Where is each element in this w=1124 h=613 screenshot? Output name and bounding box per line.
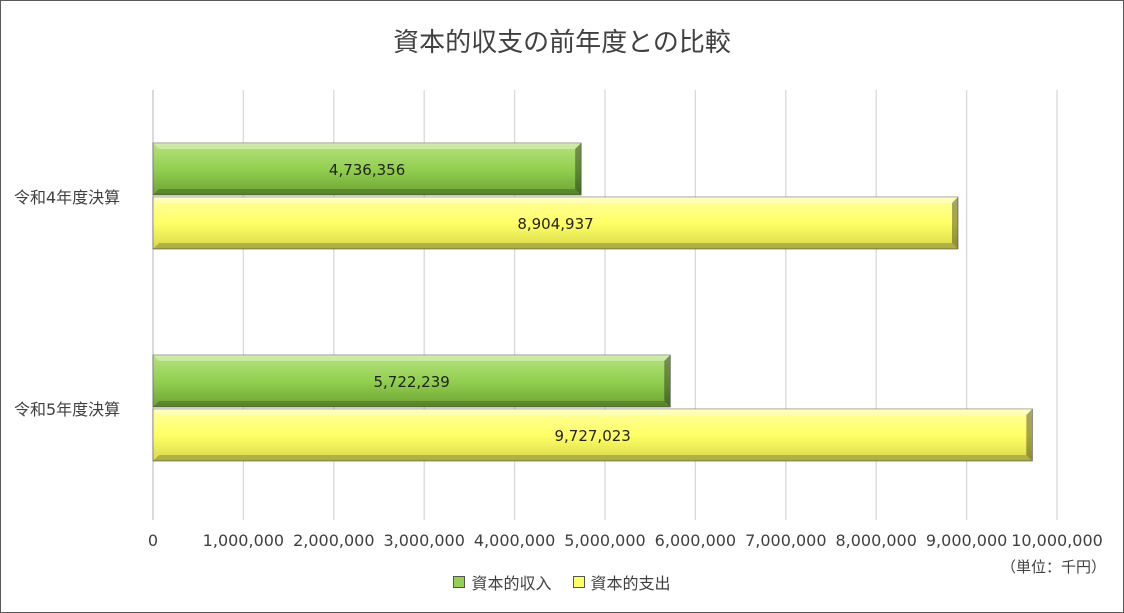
category-label: 令和5年度決算 <box>14 400 120 419</box>
legend-label-income: 資本的収入 <box>471 574 552 593</box>
x-tick-label: 7,000,000 <box>745 531 826 550</box>
x-tick-label: 4,000,000 <box>474 531 555 550</box>
bar: 5,722,239 <box>152 354 671 408</box>
legend-item-expense: 資本的支出 <box>572 570 671 594</box>
x-tick-label: 9,000,000 <box>926 531 1007 550</box>
x-tick-label: 8,000,000 <box>835 531 916 550</box>
bar: 8,904,937 <box>152 196 959 250</box>
chart-title: 資本的収支の前年度との比較 <box>393 28 731 58</box>
x-tick-label: 5,000,000 <box>564 531 645 550</box>
x-tick-label: 3,000,000 <box>383 531 464 550</box>
x-tick-label: 2,000,000 <box>293 531 374 550</box>
bar: 9,727,023 <box>152 408 1033 462</box>
unit-label: （単位：千円） <box>1000 558 1106 576</box>
data-label: 4,736,356 <box>329 161 405 179</box>
legend: 資本的収入 資本的支出 <box>0 570 1124 594</box>
category-label: 令和4年度決算 <box>14 188 120 207</box>
bar: 4,736,356 <box>152 142 582 196</box>
x-tick-label: 0 <box>148 531 158 550</box>
x-tick-label: 6,000,000 <box>655 531 736 550</box>
data-label: 9,727,023 <box>554 427 630 445</box>
legend-item-income: 資本的収入 <box>453 570 551 594</box>
legend-swatch-income <box>453 576 466 588</box>
legend-swatch-expense <box>572 576 585 588</box>
x-tick-label: 1,000,000 <box>203 531 284 550</box>
data-label: 5,722,239 <box>373 373 449 391</box>
data-label: 8,904,937 <box>517 215 593 233</box>
x-tick-label: 10,000,000 <box>1011 531 1103 550</box>
legend-label-expense: 資本的支出 <box>590 574 671 593</box>
